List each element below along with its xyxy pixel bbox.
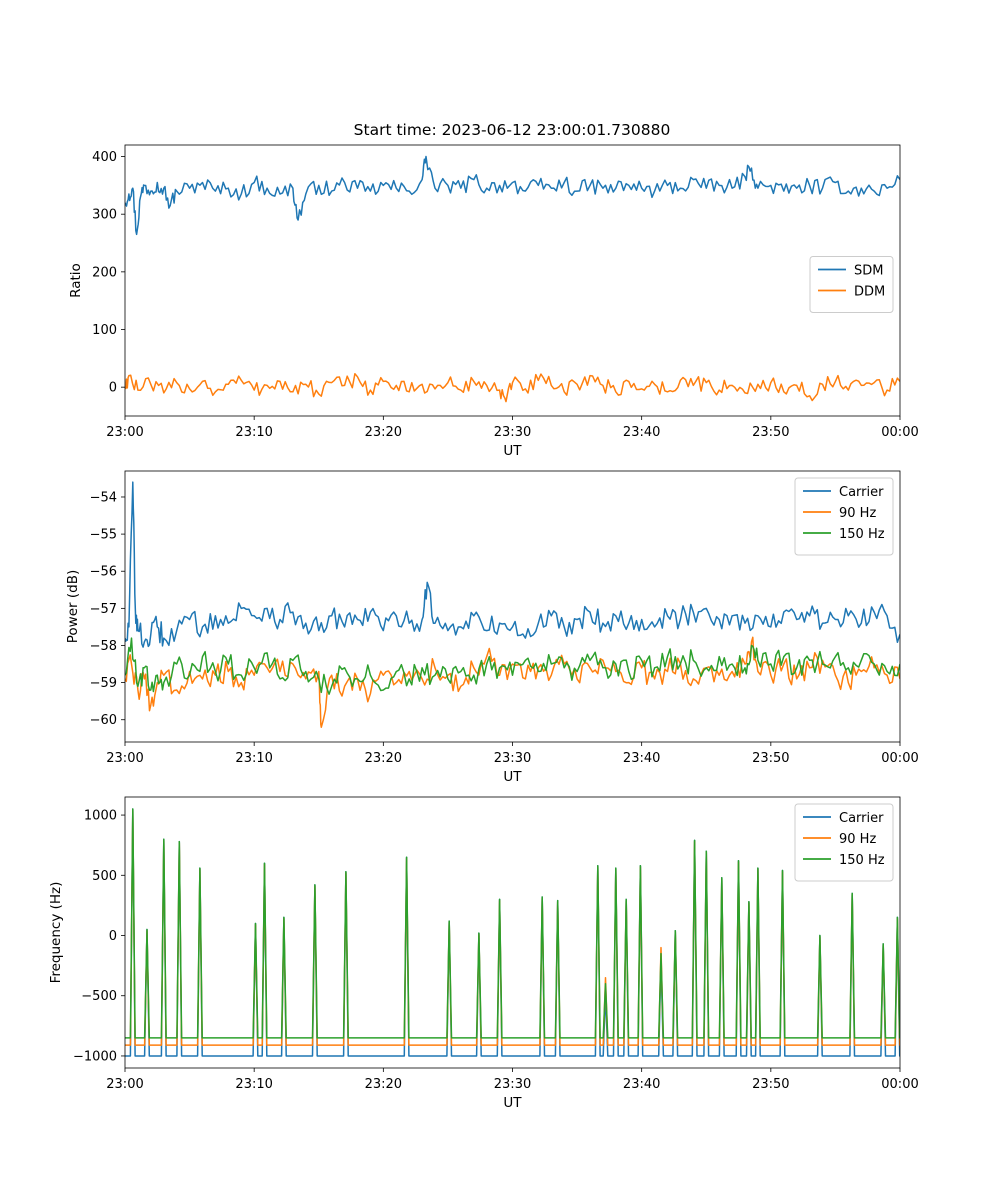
y-tick-label: 400	[92, 150, 117, 165]
panels: 23:00 23:10 23:20 23:30 23:40 23:50 00:00 0 100 2…	[48, 144, 919, 1111]
legend-box	[794, 803, 894, 882]
y-tick-label: −59	[90, 676, 117, 691]
y-tick-label: 1000	[84, 809, 117, 824]
y-tick-label: −1000	[73, 1049, 117, 1064]
legend-label: DDM	[854, 285, 885, 300]
x-tick-label: 23:30	[494, 751, 531, 766]
series-line-150-hz	[125, 808, 900, 1039]
x-tick-label: 23:00	[106, 1077, 143, 1092]
x-axis-label: UT	[503, 1095, 522, 1111]
x-axis-label: UT	[503, 443, 522, 459]
x-tick-label: 00:00	[881, 425, 918, 440]
y-tick-label: 200	[92, 265, 117, 280]
x-tick-label: 23:00	[106, 425, 143, 440]
x-tick-label: 23:20	[365, 751, 402, 766]
x-tick-label: 00:00	[881, 1077, 918, 1092]
series-line-sdm	[125, 155, 900, 236]
x-tick-label: 23:10	[235, 1077, 272, 1092]
y-tick-label: −58	[90, 639, 117, 654]
x-tick-label: 00:00	[881, 751, 918, 766]
x-tick-label: 23:10	[235, 751, 272, 766]
legend: SDM DDM	[809, 256, 894, 313]
legend: Carrier 90 Hz 150 Hz	[794, 803, 894, 882]
legend: Carrier 90 Hz 150 Hz	[794, 477, 894, 556]
legend-label: Carrier	[839, 811, 884, 826]
legend-label: 90 Hz	[839, 506, 876, 521]
legend-box	[794, 477, 894, 556]
x-tick-label: 23:40	[623, 751, 660, 766]
y-tick-label: 500	[92, 869, 117, 884]
x-tick-label: 23:40	[623, 425, 660, 440]
legend-box	[809, 256, 894, 313]
x-axis-label: UT	[503, 769, 522, 785]
y-axis-label: Frequency (Hz)	[48, 882, 64, 984]
series-line-ddm	[125, 372, 900, 403]
y-tick-label: −60	[90, 713, 117, 728]
y-tick-label: 100	[92, 323, 117, 338]
x-tick-label: 23:20	[365, 1077, 402, 1092]
series-group	[125, 481, 900, 728]
panel-3: 23:00 23:10 23:20 23:30 23:40 23:50 00:00 −1000…	[48, 796, 919, 1111]
legend-label: 150 Hz	[839, 853, 885, 868]
y-tick-label: 0	[109, 929, 117, 944]
panel-1: 23:00 23:10 23:20 23:30 23:40 23:50 00:00 0 100 2…	[68, 144, 919, 459]
x-tick-label: 23:00	[106, 751, 143, 766]
x-tick-label: 23:50	[752, 751, 789, 766]
y-tick-label: −57	[90, 602, 117, 617]
series-line-150-hz	[125, 637, 900, 695]
y-axis-label: Power (dB)	[65, 570, 81, 643]
x-tick-label: 23:50	[752, 1077, 789, 1092]
y-tick-label: 300	[92, 208, 117, 223]
x-tick-label: 23:50	[752, 425, 789, 440]
figure-title: Start time: 2023-06-12 23:00:01.730880	[354, 121, 671, 139]
x-tick-label: 23:20	[365, 425, 402, 440]
legend-label: 90 Hz	[839, 832, 876, 847]
series-line-90-hz	[125, 636, 900, 728]
y-tick-label: −54	[90, 490, 117, 505]
y-axis-label: Ratio	[68, 263, 84, 298]
y-tick-label: 0	[109, 381, 117, 396]
legend-label: SDM	[854, 264, 883, 279]
x-tick-label: 23:10	[235, 425, 272, 440]
y-tick-label: −55	[90, 528, 117, 543]
panel-2: 23:00 23:10 23:20 23:30 23:40 23:50 00:00 −60 −5…	[65, 470, 919, 785]
series-group	[125, 808, 900, 1057]
x-tick-label: 23:30	[494, 425, 531, 440]
y-tick-label: −500	[81, 989, 117, 1004]
x-tick-label: 23:40	[623, 1077, 660, 1092]
series-line-carrier	[125, 481, 900, 648]
legend-label: Carrier	[839, 485, 884, 500]
legend-label: 150 Hz	[839, 527, 885, 542]
y-tick-label: −56	[90, 565, 117, 580]
series-group	[125, 155, 900, 403]
x-tick-label: 23:30	[494, 1077, 531, 1092]
